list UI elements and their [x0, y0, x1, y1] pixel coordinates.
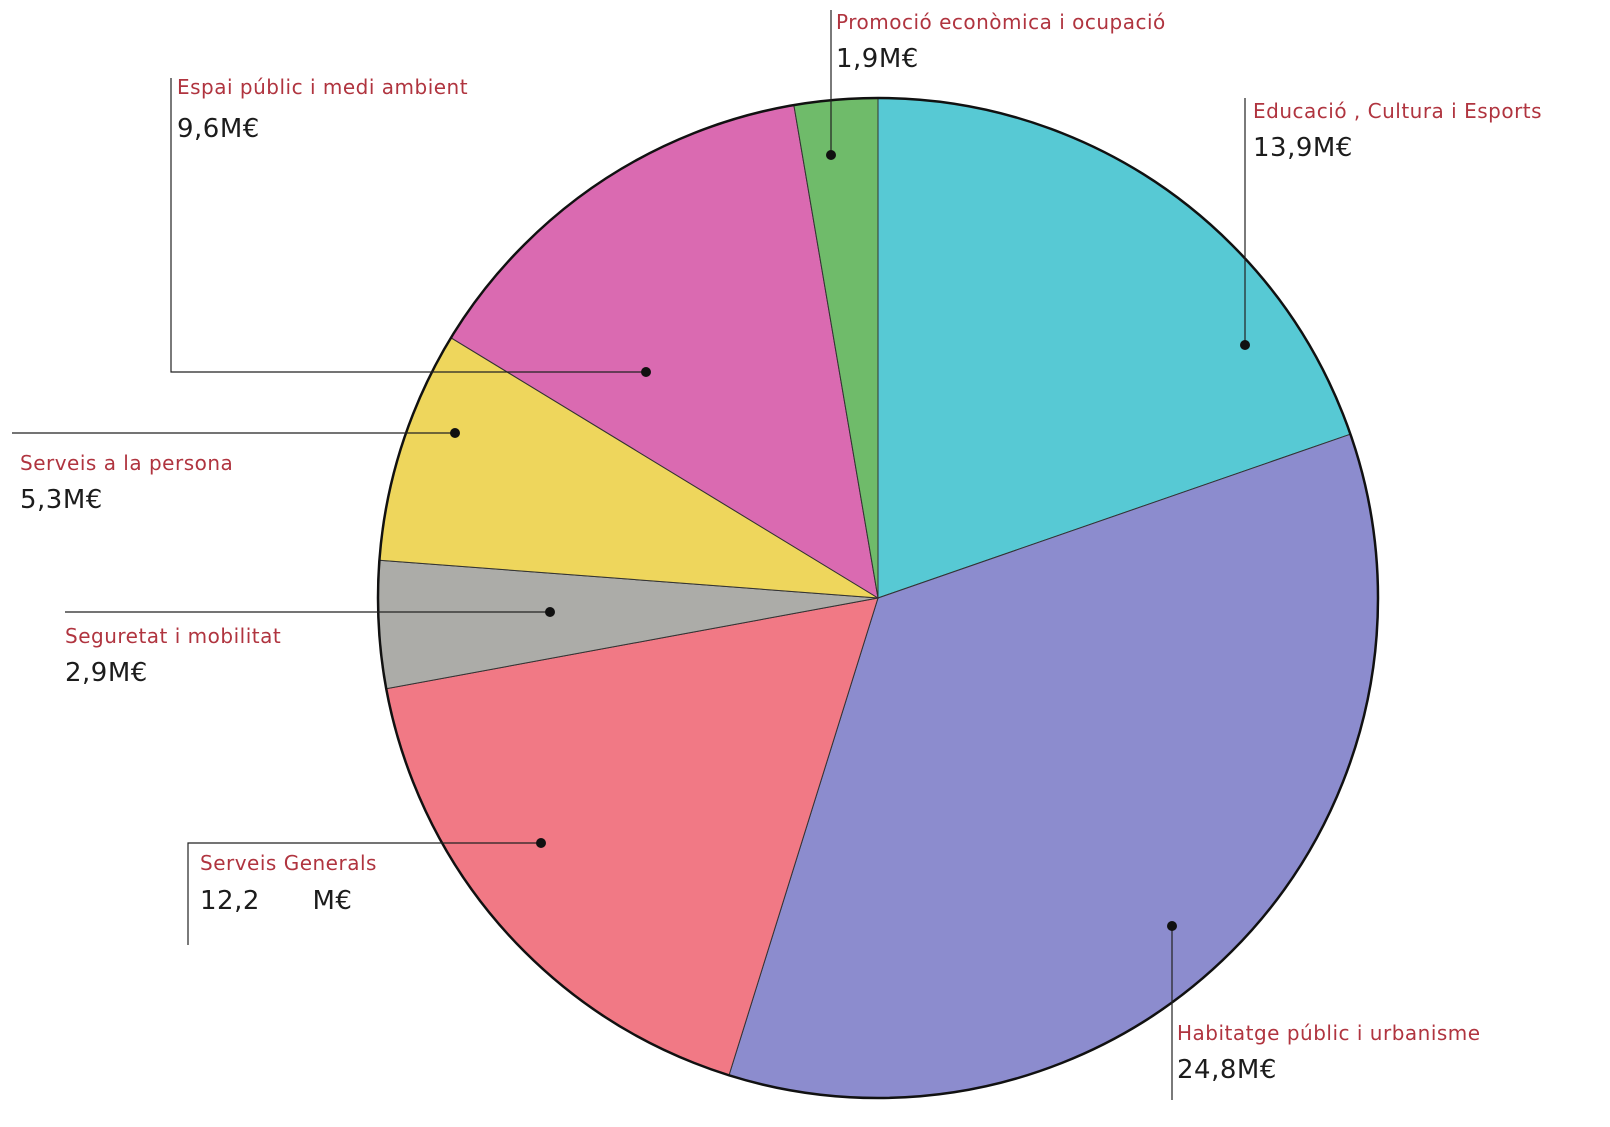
- leader-line: [187, 842, 541, 945]
- slice-name: Serveis Generals: [200, 851, 377, 875]
- leader-dot: [1167, 921, 1177, 931]
- labels: Educació , Cultura i Esports 13,9M€ Habita…: [12, 10, 1542, 1100]
- leader-dot: [826, 150, 836, 160]
- leader-line: [170, 78, 646, 373]
- slice-value: 24,8M€: [1177, 1055, 1277, 1085]
- slice-value: 1,9M€: [836, 44, 919, 74]
- slice-name: Habitatge públic i urbanisme: [1177, 1021, 1481, 1045]
- leader-dot: [1240, 340, 1250, 350]
- leader-dot: [641, 367, 651, 377]
- slice-value: 12,2 M€: [200, 886, 352, 916]
- slice-value: 9,6M€: [177, 114, 260, 144]
- slice-name: Espai públic i medi ambient: [177, 75, 468, 99]
- leader-dot: [545, 607, 555, 617]
- leader-dot: [536, 838, 546, 848]
- leader-dot: [450, 428, 460, 438]
- slice-value: 2,9M€: [65, 658, 148, 688]
- slice-name: Promoció econòmica i ocupació: [836, 10, 1166, 34]
- slice-value: 13,9M€: [1253, 133, 1353, 163]
- slice-name: Educació , Cultura i Esports: [1253, 99, 1542, 123]
- slice-name: Seguretat i mobilitat: [65, 624, 281, 648]
- pie-outline: [376, 96, 1380, 1100]
- slice-value: 5,3M€: [20, 485, 103, 515]
- slice-name: Serveis a la persona: [20, 451, 233, 475]
- pie: [377, 97, 1379, 1099]
